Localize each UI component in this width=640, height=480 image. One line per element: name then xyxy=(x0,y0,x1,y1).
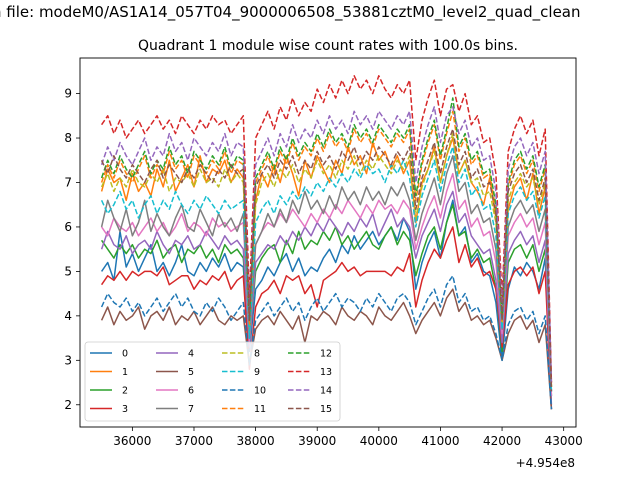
series-line-15 xyxy=(100,128,553,392)
x-axis: 36000 37000 38000 39000 40000 41000 42000 43000 xyxy=(113,427,583,448)
plot-frame xyxy=(79,57,577,428)
legend-label: 7 xyxy=(188,404,194,415)
y-tick-label: 8 xyxy=(64,131,72,145)
legend-label: 5 xyxy=(188,367,194,378)
x-tick-label: 37000 xyxy=(175,434,213,448)
series-line-7 xyxy=(100,155,553,392)
y-tick-label: 4 xyxy=(64,309,72,323)
series-lines xyxy=(100,75,553,410)
series-line-13 xyxy=(100,75,553,383)
series-line-11 xyxy=(100,110,553,388)
legend-label: 1 xyxy=(122,367,128,378)
legend-label: 9 xyxy=(254,367,260,378)
legend-label: 15 xyxy=(320,404,332,415)
y-tick-label: 7 xyxy=(64,175,72,189)
x-tick-label: 36000 xyxy=(113,434,151,448)
series-line-8 xyxy=(100,132,553,388)
legend-box xyxy=(84,341,341,422)
series-line-12 xyxy=(100,97,553,388)
x-tick-label: 40000 xyxy=(360,434,398,448)
y-tick-label: 2 xyxy=(64,398,72,412)
y-tick-label: 5 xyxy=(64,264,72,278)
x-tick-label: 38000 xyxy=(237,434,275,448)
legend-label: 2 xyxy=(122,386,128,397)
x-tick-label: 42000 xyxy=(483,434,521,448)
series-line-9 xyxy=(100,146,553,392)
y-tick-label: 6 xyxy=(64,220,72,234)
series-line-2 xyxy=(100,203,553,396)
legend-label: 3 xyxy=(122,404,128,415)
legend-label: 12 xyxy=(320,349,332,360)
y-tick-label: 3 xyxy=(64,353,72,367)
x-tick-label: 41000 xyxy=(421,434,459,448)
series-line-6 xyxy=(100,172,553,396)
chart-title: Quadrant 1 module wise count rates with … xyxy=(138,38,518,54)
legend-label: 4 xyxy=(188,349,194,360)
series-line-3 xyxy=(100,226,553,410)
y-axis: 2 3 4 5 6 7 8 9 xyxy=(64,87,80,412)
legend-label: 10 xyxy=(254,386,266,397)
legend-label: 11 xyxy=(254,404,266,415)
series-line-1 xyxy=(100,137,553,383)
series-line-14 xyxy=(100,106,553,383)
series-line-10 xyxy=(100,275,553,410)
x-tick-label: 43000 xyxy=(545,434,583,448)
series-line-0 xyxy=(100,199,553,410)
y-tick-label: 9 xyxy=(64,87,72,101)
legend-label: 0 xyxy=(122,349,128,360)
legend-label: 13 xyxy=(320,367,332,378)
x-axis-offset-label: +4.954e8 xyxy=(516,456,575,470)
series-line-4 xyxy=(100,190,553,405)
figure-suptitle: n file: modeM0/AS1A14_057T04_9000006508_… xyxy=(0,3,581,22)
legend-label: 6 xyxy=(188,386,194,397)
series-line-5 xyxy=(100,288,553,410)
legend-label: 8 xyxy=(254,349,260,360)
legend-label: 14 xyxy=(320,386,332,397)
x-tick-label: 39000 xyxy=(298,434,336,448)
